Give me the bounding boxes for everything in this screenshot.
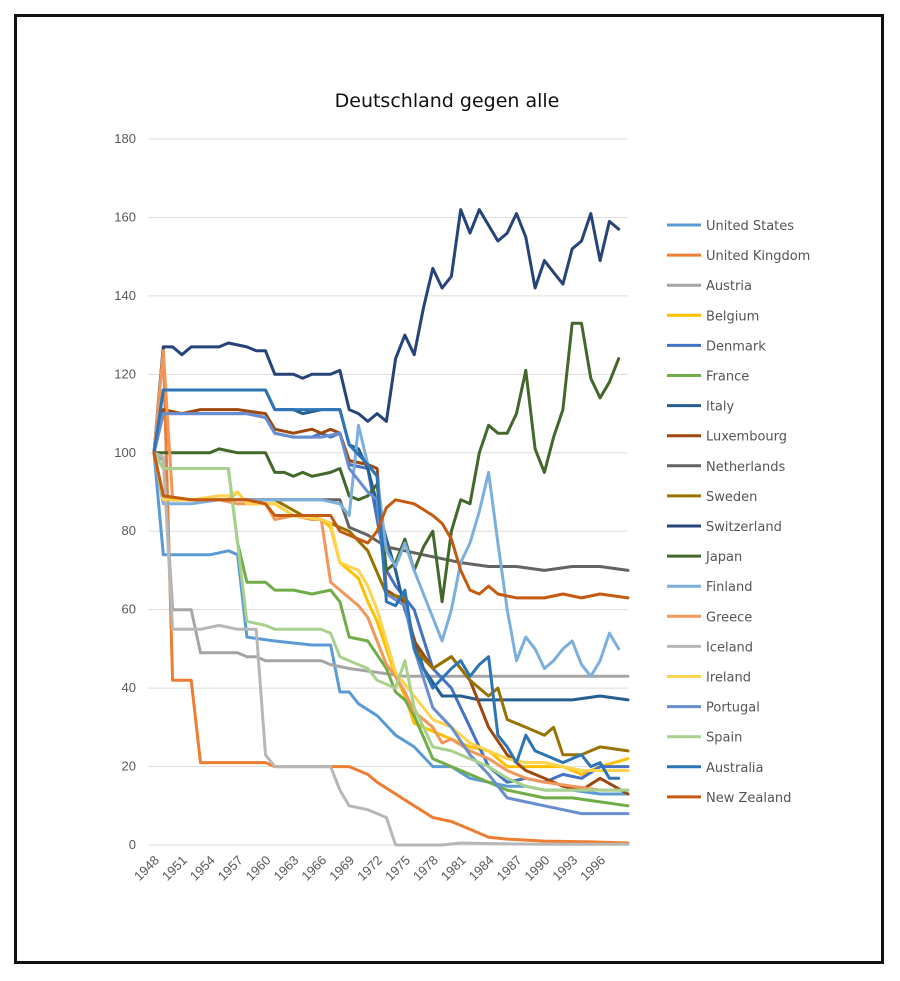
- series-line-spain: [152, 451, 630, 792]
- x-tick-label: 1954: [187, 853, 218, 884]
- series-line-australia: [152, 388, 621, 780]
- legend-item: Sweden: [667, 490, 757, 505]
- y-tick-label: 0: [129, 837, 136, 852]
- legend-item: Portugal: [667, 701, 760, 716]
- legend-item: United Kingdom: [667, 249, 810, 264]
- legend-item: Belgium: [667, 309, 759, 324]
- legend-label: United States: [706, 219, 794, 234]
- x-tick-label: 1987: [494, 853, 525, 884]
- legend-label: Switzerland: [706, 520, 782, 535]
- legend-label: France: [706, 370, 749, 385]
- y-tick-label: 140: [114, 288, 136, 303]
- legend-item: France: [667, 370, 749, 385]
- legend-item: Austria: [667, 279, 752, 294]
- legend-label: Ireland: [706, 671, 751, 686]
- legend-label: United Kingdom: [706, 249, 810, 264]
- legend-label: New Zealand: [706, 791, 791, 806]
- chart-title: Deutschland gegen alle: [335, 90, 560, 112]
- legend-item: Spain: [667, 731, 742, 746]
- legend-label: Netherlands: [706, 460, 785, 475]
- y-tick-label: 100: [114, 445, 136, 460]
- legend-item: New Zealand: [667, 791, 791, 806]
- legend-item: Finland: [667, 580, 752, 595]
- legend-label: Iceland: [706, 640, 753, 655]
- gridlines: [148, 138, 628, 846]
- legend-label: Australia: [706, 761, 764, 776]
- series-line-finland: [152, 423, 621, 678]
- series-line-greece: [152, 349, 630, 792]
- legend-item: Japan: [667, 550, 742, 565]
- legend-label: Spain: [706, 731, 742, 746]
- legend-label: Japan: [705, 550, 742, 565]
- legend-label: Sweden: [706, 490, 757, 505]
- series-line-austria: [152, 451, 630, 678]
- x-tick-label: 1966: [298, 853, 329, 884]
- series-line-ireland: [152, 451, 630, 772]
- legend-item: Australia: [667, 761, 764, 776]
- x-tick-label: 1969: [326, 853, 357, 884]
- x-tick-label: 1951: [159, 853, 190, 884]
- legend-label: Greece: [706, 610, 752, 625]
- series-line-iceland: [152, 451, 630, 847]
- legend-label: Luxembourg: [706, 430, 787, 445]
- x-tick-label: 1957: [215, 853, 246, 884]
- x-tick-label: 1948: [131, 853, 162, 884]
- legend-label: Finland: [706, 580, 752, 595]
- x-tick-label: 1975: [382, 853, 413, 884]
- legend-label: Belgium: [706, 309, 759, 324]
- x-tick-label: 1993: [549, 853, 580, 884]
- legend-item: United States: [667, 219, 794, 234]
- legend-label: Austria: [706, 279, 752, 294]
- chart-frame: [14, 14, 884, 964]
- series-line-portugal: [152, 412, 630, 816]
- series-lines: [152, 208, 630, 847]
- y-tick-label: 40: [122, 680, 136, 695]
- x-tick-label: 1990: [521, 853, 552, 884]
- legend-item: Iceland: [667, 640, 753, 655]
- legend-label: Portugal: [706, 701, 760, 716]
- legend-item: Denmark: [667, 339, 766, 354]
- legend-item: Luxembourg: [667, 430, 787, 445]
- series-line-new-zealand: [152, 451, 630, 600]
- x-tick-label: 1960: [243, 853, 274, 884]
- legend-item: Greece: [667, 610, 752, 625]
- y-tick-label: 20: [122, 759, 136, 774]
- legend-label: Italy: [706, 400, 735, 415]
- legend-item: Ireland: [667, 671, 751, 686]
- x-axis: 1948195119541957196019631966196919721975…: [131, 853, 608, 884]
- y-tick-label: 60: [122, 602, 136, 617]
- y-tick-label: 120: [114, 366, 136, 381]
- series-line-switzerland: [152, 208, 621, 455]
- y-tick-label: 180: [114, 131, 136, 146]
- x-tick-label: 1984: [466, 853, 497, 884]
- series-line-luxembourg: [152, 408, 630, 796]
- legend-item: Italy: [667, 400, 735, 415]
- x-tick-label: 1963: [270, 853, 301, 884]
- x-tick-label: 1981: [438, 853, 469, 884]
- x-tick-label: 1996: [577, 853, 608, 884]
- series-line-united-kingdom: [152, 345, 630, 845]
- series-line-france: [152, 451, 630, 808]
- y-tick-label: 80: [122, 523, 136, 538]
- y-tick-label: 160: [114, 209, 136, 224]
- x-tick-label: 1972: [354, 853, 385, 884]
- legend-label: Denmark: [706, 339, 766, 354]
- series-line-japan: [152, 321, 621, 604]
- legend-item: Switzerland: [667, 520, 782, 535]
- legend-item: Netherlands: [667, 460, 785, 475]
- x-tick-label: 1978: [410, 853, 441, 884]
- y-axis: 0 20 40 60 80 100 120 140 160 180: [114, 131, 136, 852]
- legend: United States United Kingdom Austria Belgiu…: [667, 219, 810, 806]
